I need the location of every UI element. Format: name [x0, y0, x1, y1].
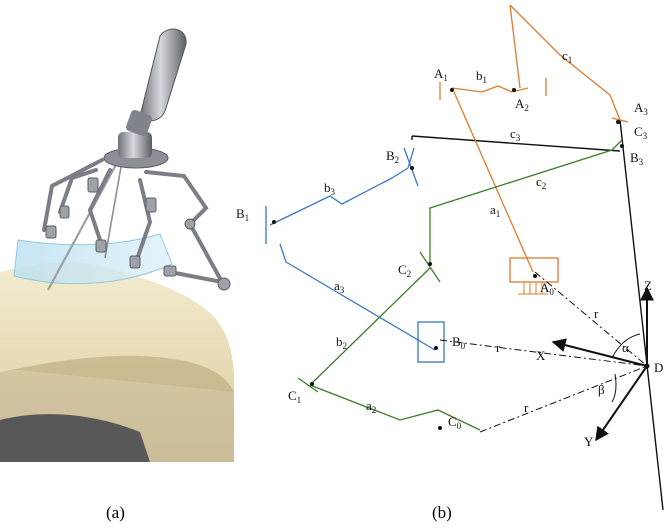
- axes: [551, 286, 654, 442]
- label-r-a: r: [594, 306, 599, 321]
- caption-b: (b): [432, 503, 452, 522]
- label-C1: C1: [288, 388, 301, 405]
- label-Y: Y: [584, 434, 594, 449]
- robot-legs: [42, 158, 226, 285]
- label-A3: A3: [634, 100, 648, 117]
- beta-arc: [611, 373, 617, 403]
- label-B2: B2: [386, 148, 399, 165]
- label-C2: C2: [398, 262, 411, 279]
- label-D: D: [654, 360, 663, 375]
- hub-body: [118, 132, 152, 158]
- diagram-labels: A1 b1 A2 c1 A3 C3 c3 B3 B2 b3 B1 c2 a1 C…: [236, 48, 663, 449]
- chain-a-hatch: [518, 282, 548, 295]
- label-a1: a1: [490, 202, 500, 219]
- chain-c: [297, 139, 623, 431]
- frame-lines: [411, 119, 664, 511]
- label-B3: B3: [630, 150, 644, 167]
- chain-b: [265, 147, 445, 363]
- label-a3: a3: [334, 278, 345, 295]
- label-A2: A2: [515, 96, 529, 113]
- label-B0: B0: [452, 334, 466, 351]
- label-c3: c3: [510, 126, 521, 143]
- panel-b-diagram: [265, 4, 664, 511]
- label-A0: A0: [540, 280, 554, 297]
- radius-lines: [439, 271, 648, 433]
- label-a2: a2: [366, 398, 376, 415]
- label-c2: c2: [536, 174, 546, 191]
- label-alpha: α: [622, 340, 629, 355]
- panel-a-illustration: [0, 28, 234, 462]
- label-B1: B1: [236, 206, 249, 223]
- points: [272, 88, 650, 430]
- needle-2: [104, 149, 125, 259]
- label-c1: c1: [562, 48, 572, 65]
- transparent-slice: [0, 368, 234, 462]
- label-X: X: [536, 348, 546, 363]
- label-b2: b2: [336, 334, 347, 351]
- ring-base: [13, 233, 173, 285]
- joints: [45, 177, 231, 291]
- caption-a: (a): [106, 503, 125, 522]
- label-A1: A1: [434, 66, 448, 83]
- label-r-b: r: [496, 340, 501, 355]
- chain-a: [439, 4, 629, 283]
- alpha-arc: [611, 333, 641, 359]
- label-r-c: r: [524, 400, 529, 415]
- label-b1: b1: [476, 68, 487, 85]
- label-C0: C0: [448, 414, 462, 431]
- label-beta: β: [598, 382, 605, 397]
- label-b3: b3: [324, 180, 336, 197]
- dark-cavity: [0, 414, 150, 462]
- label-Z: Z: [644, 278, 652, 293]
- handle: [139, 28, 187, 122]
- needle: [47, 149, 125, 291]
- label-C3: C3: [634, 124, 648, 141]
- handle-neck: [126, 110, 152, 136]
